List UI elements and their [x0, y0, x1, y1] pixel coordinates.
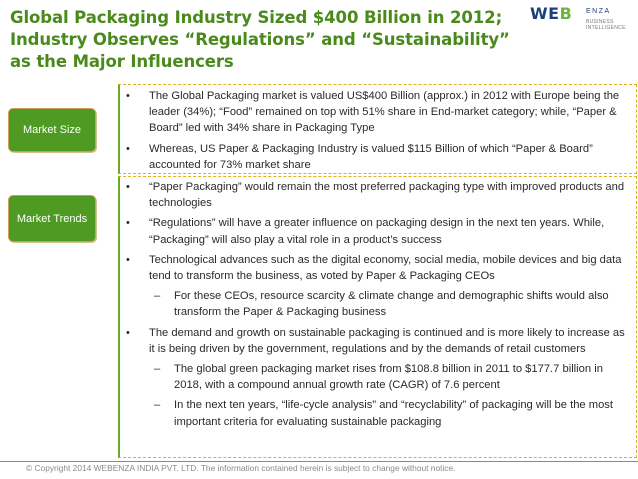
logo-tagline: BUSINESS INTELLIGENCE: [586, 19, 626, 31]
logo-enza-text: ENZA: [586, 8, 611, 15]
sub-bullet-item: The global green packaging market rises …: [118, 361, 633, 393]
bullet-item: Whereas, US Paper & Packaging Industry i…: [118, 141, 633, 173]
sub-bullet-item: In the next ten years, “life-cycle analy…: [118, 397, 633, 429]
bullet-item: “Paper Packaging” would remain the most …: [118, 179, 633, 211]
slide-title: Global Packaging Industry Sized $400 Bil…: [10, 8, 510, 71]
logo-web-text: WE: [530, 4, 560, 23]
market-size-label: Market Size: [8, 108, 96, 152]
market-size-label-text: Market Size: [22, 124, 82, 136]
logo-b-text: B: [559, 4, 573, 23]
logo-wordmark: WEB: [530, 4, 572, 23]
market-size-bullets: The Global Packaging market is valued US…: [118, 88, 633, 177]
bullet-item: “Regulations” will have a greater influe…: [118, 215, 633, 247]
bullet-item: The Global Packaging market is valued US…: [118, 88, 633, 137]
bullet-item: The demand and growth on sustainable pac…: [118, 325, 633, 357]
company-logo: WEB ENZA BUSINESS INTELLIGENCE: [530, 4, 630, 34]
market-trends-label-text: Market Trends: [16, 212, 88, 225]
footer-divider: [0, 461, 638, 462]
copyright-notice: © Copyright 2014 WEBENZA INDIA PVT. LTD.…: [26, 463, 456, 473]
sub-bullet-item: For these CEOs, resource scarcity & clim…: [118, 288, 633, 320]
market-trends-label: Market Trends: [8, 195, 96, 242]
market-trends-bullets: “Paper Packaging” would remain the most …: [118, 179, 633, 434]
bullet-item: Technological advances such as the digit…: [118, 252, 633, 284]
